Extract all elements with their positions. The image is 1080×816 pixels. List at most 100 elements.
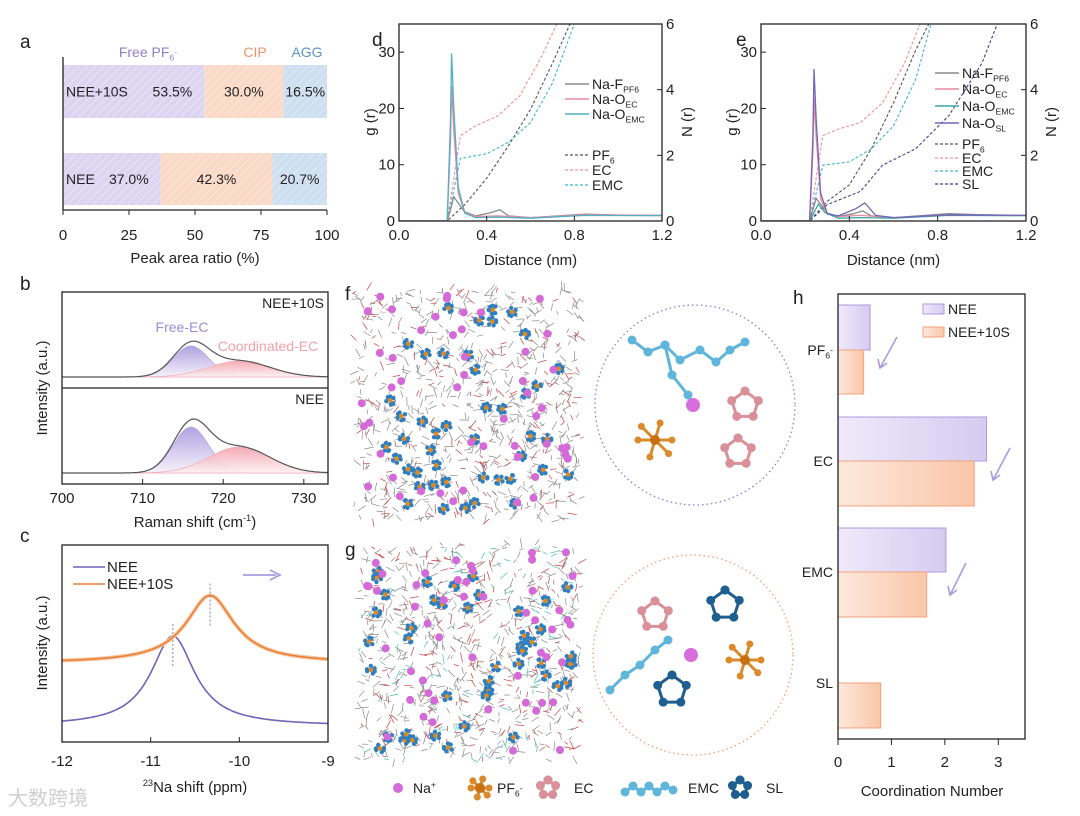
bond	[498, 654, 503, 660]
bond	[489, 388, 492, 396]
fluorine-atom	[490, 687, 495, 693]
bond	[404, 459, 408, 465]
fluorine-atom	[725, 656, 733, 664]
phosphorus-atom	[409, 738, 415, 743]
bond	[447, 366, 454, 369]
bond	[506, 362, 514, 369]
fluorine-atom	[493, 310, 498, 316]
bond	[395, 748, 402, 751]
bond	[469, 513, 475, 520]
pf6-cluster	[425, 444, 437, 456]
bond	[359, 296, 365, 303]
envelope-curve	[62, 418, 329, 474]
bond	[495, 304, 503, 309]
y-tick-label: 20	[740, 100, 757, 117]
fluorine-atom	[446, 476, 451, 482]
bond	[554, 640, 561, 644]
bond	[517, 356, 519, 365]
bond	[485, 459, 490, 464]
bond	[535, 367, 537, 375]
x-tick-label: 720	[211, 490, 236, 507]
label-part: 6	[825, 351, 830, 361]
bond	[500, 646, 507, 650]
fluorine-atom	[485, 784, 493, 792]
bond	[385, 618, 392, 624]
phosphorus-atom	[481, 475, 486, 480]
bond	[432, 650, 435, 656]
bond	[458, 459, 468, 461]
bond	[499, 698, 505, 701]
fluorine-atom	[399, 417, 405, 423]
structure-legend-label: EC	[574, 780, 593, 796]
bond	[577, 652, 581, 660]
fluorine-atom	[509, 305, 514, 311]
bond	[508, 393, 517, 398]
bond	[364, 446, 374, 450]
phosphorus-atom	[471, 574, 476, 579]
bond	[475, 600, 482, 608]
phosphorus-atom	[516, 661, 521, 667]
bond	[428, 742, 434, 745]
sl-molecule-icon	[727, 775, 753, 799]
pf6-cluster	[516, 644, 529, 657]
fluorine-atom	[429, 600, 434, 605]
phosphorus-atom	[540, 467, 546, 473]
decrease-arrow	[992, 447, 1011, 481]
bond	[389, 665, 396, 674]
fluorine-atom	[467, 784, 475, 792]
bond	[569, 740, 575, 750]
bond	[384, 496, 392, 505]
atom	[660, 340, 670, 350]
bond	[503, 508, 509, 511]
fluorine-atom	[746, 640, 754, 648]
bond	[476, 664, 482, 669]
bond	[504, 294, 511, 300]
bond	[432, 634, 436, 639]
fluorine-atom	[435, 435, 440, 440]
sodium-ion	[417, 487, 426, 496]
bond	[493, 462, 499, 466]
bond	[559, 435, 562, 446]
fluorine-atom	[435, 484, 440, 489]
bond	[523, 597, 533, 600]
label-part: EMC	[625, 115, 644, 125]
bond	[357, 395, 362, 399]
pf6-cluster	[390, 452, 403, 465]
bond	[396, 551, 401, 561]
bond	[536, 513, 543, 523]
bond	[481, 552, 485, 560]
bond	[575, 583, 578, 592]
bond	[566, 692, 570, 702]
bond	[449, 284, 455, 291]
fluorine-atom	[474, 497, 480, 503]
pf6-molecule	[634, 419, 676, 461]
bond	[379, 693, 382, 700]
bond	[566, 393, 572, 403]
pf6-cluster	[379, 588, 391, 601]
bond	[499, 624, 506, 628]
sodium-ion	[563, 615, 572, 624]
panel-letter: e	[736, 30, 747, 51]
bond	[416, 343, 423, 349]
bond	[446, 453, 451, 459]
bond	[436, 668, 442, 678]
phosphorus-atom	[529, 639, 535, 645]
label-part: )	[251, 514, 256, 531]
nee-bar	[837, 527, 947, 573]
bond	[448, 687, 454, 691]
fluorine-atom	[397, 410, 402, 415]
bond	[559, 393, 565, 395]
x-tick-label: 1.2	[652, 227, 673, 244]
fluorine-atom	[431, 459, 436, 465]
phosphorus-atom	[538, 660, 544, 666]
bond	[508, 379, 512, 386]
bond	[437, 588, 440, 595]
bond	[550, 553, 558, 557]
atom	[635, 660, 645, 670]
phosphorus-atom	[441, 351, 446, 356]
bond	[498, 704, 505, 707]
bond	[452, 404, 459, 408]
bond	[455, 290, 463, 297]
bond	[468, 744, 475, 747]
label-part: -	[520, 783, 523, 793]
